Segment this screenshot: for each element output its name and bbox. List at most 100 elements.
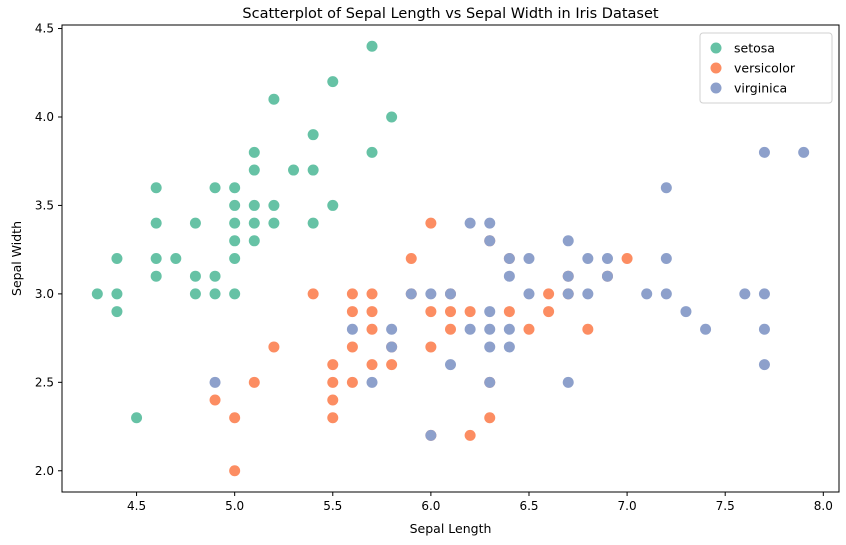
y-axis-title: Sepal Width <box>9 221 24 296</box>
data-point-setosa <box>150 270 162 282</box>
data-point-setosa <box>150 182 162 194</box>
legend-label-virginica: virginica <box>734 81 787 96</box>
legend-marker-setosa <box>710 42 722 54</box>
data-point-virginica <box>758 323 770 335</box>
x-tick-label: 7.0 <box>618 499 637 513</box>
data-point-setosa <box>366 146 378 158</box>
data-point-setosa <box>268 93 280 105</box>
data-point-setosa <box>150 253 162 264</box>
data-point-setosa <box>131 412 143 424</box>
data-point-versicolor <box>503 306 515 318</box>
data-point-setosa <box>327 199 339 211</box>
data-point-virginica <box>660 182 672 194</box>
plot-frame <box>61 24 840 493</box>
x-tick-label: 6.0 <box>421 499 440 513</box>
data-point-setosa <box>229 217 241 229</box>
data-point-virginica <box>484 341 496 353</box>
y-tick-label: 3.5 <box>35 198 54 212</box>
data-point-versicolor <box>425 306 437 318</box>
data-point-setosa <box>111 306 123 318</box>
data-point-setosa <box>150 217 162 229</box>
data-point-virginica <box>680 306 692 318</box>
data-point-virginica <box>484 235 496 247</box>
data-point-setosa <box>366 40 378 52</box>
data-point-virginica <box>386 341 398 353</box>
x-tick-label: 7.5 <box>716 499 735 513</box>
series-setosa <box>91 40 398 424</box>
legend-label-setosa: setosa <box>734 41 775 56</box>
data-point-versicolor <box>327 376 339 388</box>
data-point-setosa <box>307 164 319 176</box>
data-point-versicolor <box>464 429 476 441</box>
data-point-setosa <box>91 288 103 300</box>
data-point-versicolor <box>425 217 437 229</box>
data-point-setosa <box>229 235 241 247</box>
data-point-versicolor <box>523 323 535 335</box>
x-axis-title: Sepal Length <box>410 521 492 536</box>
data-point-setosa <box>307 129 319 141</box>
x-tick-label: 5.0 <box>225 499 244 513</box>
data-point-virginica <box>503 323 515 335</box>
data-point-versicolor <box>209 394 221 406</box>
data-point-versicolor <box>543 306 555 318</box>
data-point-versicolor <box>366 359 378 371</box>
data-point-versicolor <box>346 376 358 388</box>
y-axis-ticks: 2.0 2.5 3.0 3.5 4.0 4.5 <box>35 22 62 478</box>
data-point-versicolor <box>386 359 398 371</box>
data-point-virginica <box>366 376 378 388</box>
x-tick-label: 4.5 <box>127 499 146 513</box>
data-point-virginica <box>562 376 574 388</box>
data-point-virginica <box>445 288 456 300</box>
data-point-virginica <box>758 359 770 371</box>
data-point-virginica <box>346 323 358 335</box>
data-point-virginica <box>660 253 672 264</box>
data-point-virginica <box>209 376 221 388</box>
data-point-virginica <box>425 429 437 441</box>
data-point-versicolor <box>621 253 633 264</box>
data-point-setosa <box>288 164 300 176</box>
data-point-virginica <box>582 253 594 264</box>
data-point-virginica <box>601 253 613 264</box>
data-point-setosa <box>111 253 123 264</box>
data-point-versicolor <box>229 412 241 424</box>
data-point-virginica <box>425 288 437 300</box>
data-point-setosa <box>248 199 260 211</box>
data-point-setosa <box>229 199 241 211</box>
data-point-virginica <box>798 146 810 158</box>
data-point-setosa <box>229 288 241 300</box>
series-virginica <box>209 146 810 441</box>
data-point-versicolor <box>425 341 437 353</box>
data-point-versicolor <box>445 306 456 318</box>
data-point-setosa <box>307 217 319 229</box>
data-point-setosa <box>327 76 339 88</box>
data-point-virginica <box>562 235 574 247</box>
data-point-setosa <box>189 217 201 229</box>
data-point-versicolor <box>405 253 417 264</box>
data-point-versicolor <box>346 288 358 300</box>
data-point-versicolor <box>366 323 378 335</box>
data-point-setosa <box>209 182 221 194</box>
data-point-setosa <box>209 270 221 282</box>
y-tick-label: 2.0 <box>35 464 54 478</box>
data-point-versicolor <box>543 288 555 300</box>
x-tick-label: 6.5 <box>519 499 538 513</box>
data-point-versicolor <box>484 412 496 424</box>
data-point-versicolor <box>229 465 241 477</box>
legend-label-versicolor: versicolor <box>734 61 796 76</box>
data-point-setosa <box>229 182 241 194</box>
data-point-setosa <box>268 199 280 211</box>
data-point-setosa <box>248 217 260 229</box>
data-point-virginica <box>405 288 417 300</box>
x-tick-label: 5.5 <box>323 499 342 513</box>
data-point-versicolor <box>346 341 358 353</box>
data-point-virginica <box>484 217 496 229</box>
data-point-virginica <box>503 253 515 264</box>
y-tick-label: 2.5 <box>35 375 54 389</box>
chart-title: Scatterplot of Sepal Length vs Sepal Wid… <box>242 6 658 22</box>
data-point-virginica <box>503 341 515 353</box>
data-point-setosa <box>170 253 182 264</box>
data-point-virginica <box>739 288 751 300</box>
data-point-versicolor <box>445 323 456 335</box>
x-tick-label: 8.0 <box>814 499 833 513</box>
